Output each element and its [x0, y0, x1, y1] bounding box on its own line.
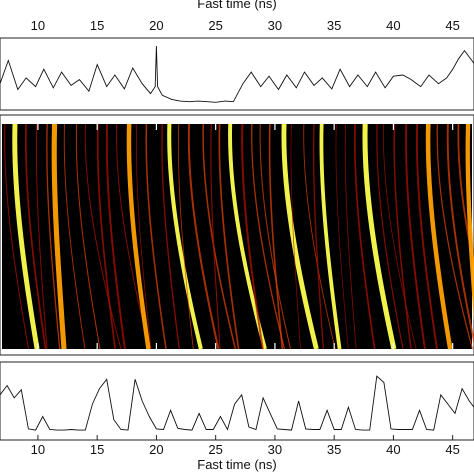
heatmap-traces — [4, 123, 474, 350]
heatmap-trace — [187, 123, 220, 350]
heatmap-trace — [46, 123, 61, 350]
heatmap-trace — [202, 123, 237, 350]
heatmap-trace — [416, 123, 438, 350]
heatmap-trace — [241, 123, 264, 350]
heatmap-trace — [35, 123, 48, 350]
bottom-tick-label: 45 — [445, 442, 459, 457]
heatmap-trace — [259, 123, 292, 350]
top-x-axis-title: Fast time (ns) — [197, 0, 276, 11]
heatmap-trace — [12, 123, 40, 350]
top-line-series — [0, 45, 474, 103]
heatmap-trace — [126, 123, 151, 350]
heatmap-trace — [335, 123, 349, 350]
heatmap-trace — [145, 123, 167, 350]
heatmap-trace — [177, 123, 194, 350]
heatmap-trace — [436, 123, 473, 350]
heatmap-trace — [210, 123, 221, 350]
top-panel-frame — [0, 37, 474, 111]
heatmap-trace — [75, 123, 101, 350]
heatmap-trace — [354, 123, 376, 350]
top-tick-label: 40 — [386, 18, 400, 33]
heatmap-trace — [303, 123, 336, 350]
top-tick-label: 15 — [90, 18, 104, 33]
heatmap-background — [2, 124, 472, 349]
heatmap-trace — [167, 123, 203, 350]
bottom-tick-label: 15 — [90, 442, 104, 457]
top-tick-label: 30 — [268, 18, 282, 33]
heatmap-trace — [135, 123, 152, 350]
heatmap-trace — [446, 123, 474, 346]
heatmap-trace — [457, 123, 474, 270]
heatmap-trace — [281, 123, 319, 350]
heatmap-trace — [96, 123, 117, 350]
heatmap-trace — [218, 123, 240, 350]
bottom-line-panel — [0, 361, 474, 441]
bottom-line-series — [0, 375, 474, 431]
heatmap-panel — [0, 114, 474, 356]
bottom-tick-label: 30 — [268, 442, 282, 457]
heatmap-trace — [63, 123, 86, 350]
heatmap-trace — [465, 123, 474, 322]
top-tick-label: 20 — [149, 18, 163, 33]
bottom-x-axis: 10 15 20 25 30 35 40 45 — [31, 435, 460, 457]
heatmap-trace — [105, 123, 126, 350]
heatmap-trace — [4, 123, 30, 350]
heatmap-trace — [312, 123, 325, 350]
heatmap-trace — [268, 123, 284, 350]
bottom-x-axis-title: Fast time (ns) — [197, 457, 276, 472]
heatmap-trace — [25, 123, 47, 350]
heatmap-trace — [393, 123, 412, 350]
top-tick-label: 10 — [31, 18, 45, 33]
top-line-panel — [0, 37, 474, 111]
heatmap-trace — [344, 123, 357, 350]
heatmap-trace — [405, 123, 426, 350]
bottom-tick-label: 10 — [31, 442, 45, 457]
top-x-axis: 10 15 20 25 30 35 40 45 — [31, 18, 460, 43]
heatmap-trace — [376, 123, 404, 350]
heatmap-trace — [251, 123, 286, 350]
top-tick-label: 35 — [327, 18, 341, 33]
bottom-tick-label: 40 — [386, 442, 400, 457]
bottom-tick-label: 20 — [149, 442, 163, 457]
heatmap-trace — [425, 123, 453, 350]
bottom-tick-label: 35 — [327, 442, 341, 457]
heatmap-trace — [383, 123, 417, 350]
heatmap-trace — [84, 123, 122, 350]
heatmap-trace — [290, 123, 301, 350]
heatmap-trace — [319, 123, 342, 350]
heatmap-ticks — [37, 124, 454, 349]
heatmap-trace — [161, 123, 180, 350]
heatmap-trace — [362, 123, 397, 350]
top-tick-label: 25 — [208, 18, 222, 33]
top-tick-label: 45 — [445, 18, 459, 33]
heatmap-trace — [51, 123, 67, 350]
bottom-tick-label: 25 — [208, 442, 222, 457]
